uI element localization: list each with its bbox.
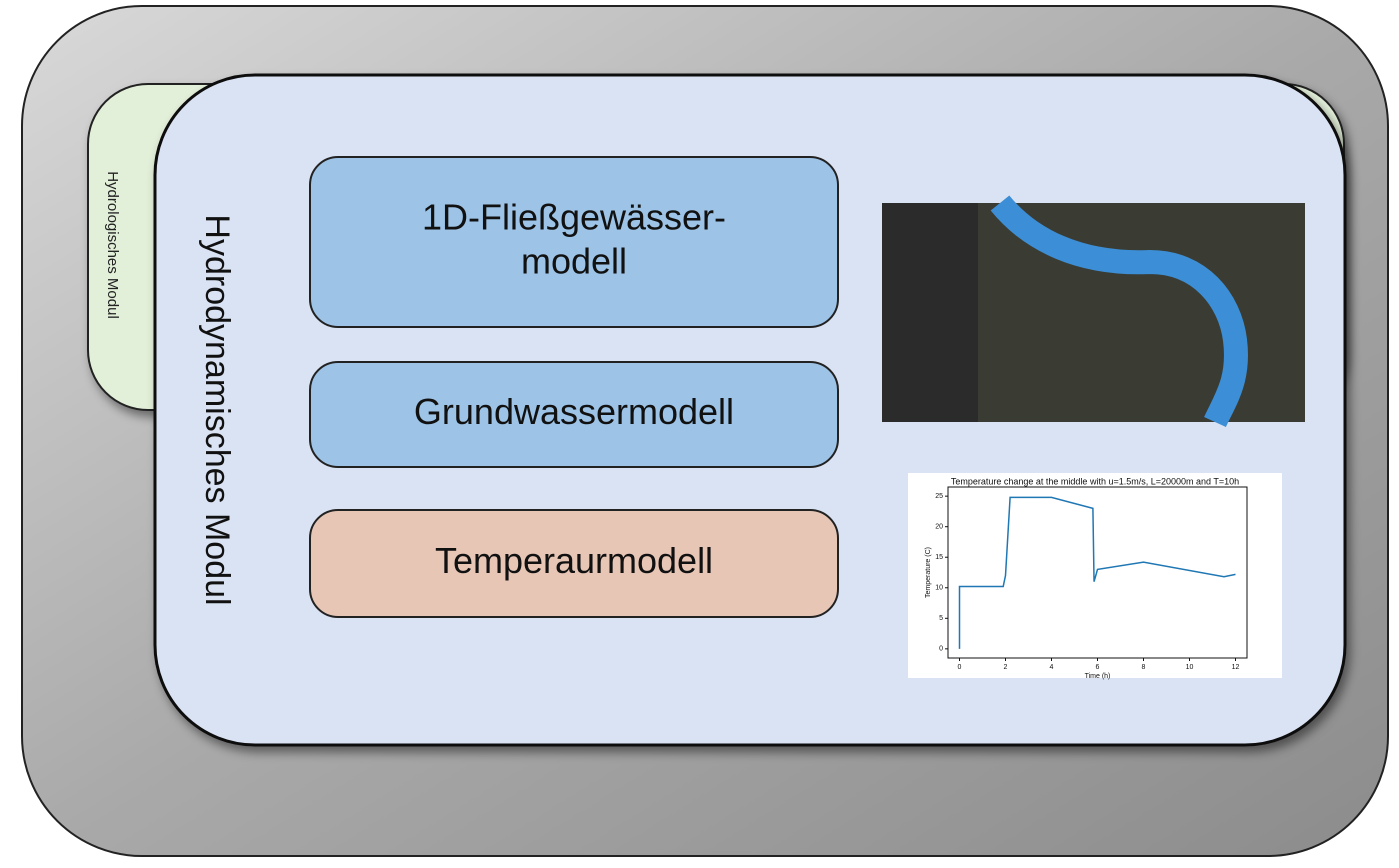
y-tick-label: 5 xyxy=(939,615,943,622)
outer-module-title: Hydrologisches Modul xyxy=(104,171,121,319)
model-box-label: Temperaurmodell xyxy=(435,540,713,581)
map-screenshot xyxy=(882,203,1305,422)
model-box-label: Grundwassermodell xyxy=(414,391,734,432)
inner-module-title: Hydrodynamisches Modul xyxy=(198,214,236,605)
model-box-label: modell xyxy=(521,241,627,282)
x-tick-label: 4 xyxy=(1050,664,1054,671)
x-tick-label: 8 xyxy=(1142,664,1146,671)
x-tick-label: 12 xyxy=(1232,664,1240,671)
y-tick-label: 0 xyxy=(939,646,943,653)
plot-background xyxy=(908,473,1282,678)
slide: Hydrologisches Modul Hydrodynamisches Mo… xyxy=(0,0,1399,863)
y-tick-label: 10 xyxy=(935,585,943,592)
y-tick-label: 15 xyxy=(935,554,943,561)
model-boxes: 1D-Fließgewässer-modell Grundwassermodell… xyxy=(310,157,838,617)
x-tick-label: 0 xyxy=(958,664,962,671)
y-tick-label: 20 xyxy=(935,524,943,531)
x-tick-label: 10 xyxy=(1186,664,1194,671)
y-axis-label: Temperature (C) xyxy=(925,547,932,598)
x-axis-label: Time (h) xyxy=(1085,673,1111,680)
x-tick-label: 6 xyxy=(1096,664,1100,671)
y-tick-label: 25 xyxy=(935,493,943,500)
model-box-label: 1D-Fließgewässer- xyxy=(422,197,726,238)
x-tick-label: 2 xyxy=(1004,664,1008,671)
map-layer-panel xyxy=(882,203,978,422)
plot-title: Temperature change at the middle with u=… xyxy=(951,476,1239,486)
